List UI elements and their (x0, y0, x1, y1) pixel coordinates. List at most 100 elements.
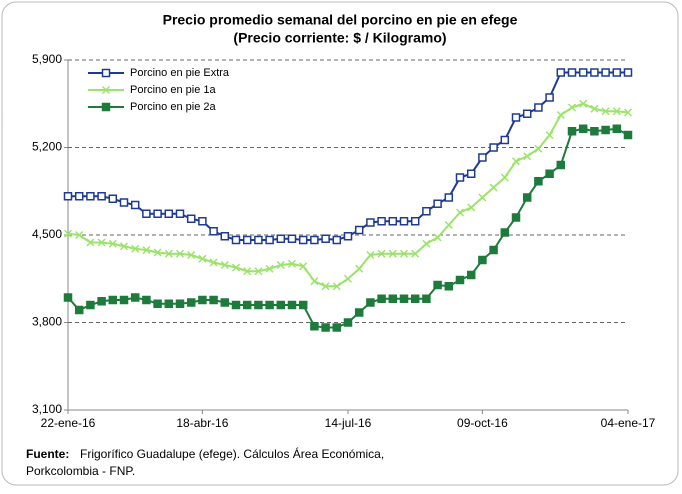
marker (511, 157, 521, 166)
marker (366, 250, 375, 260)
marker (220, 298, 230, 307)
marker (97, 297, 106, 306)
source-label: Fuente: (26, 447, 69, 461)
marker (366, 298, 375, 307)
marker (265, 264, 274, 273)
marker (444, 193, 454, 202)
marker (63, 229, 73, 238)
marker (231, 300, 241, 310)
marker (388, 217, 398, 226)
marker (399, 249, 409, 258)
marker (299, 262, 308, 271)
marker (399, 217, 409, 226)
marker (153, 248, 162, 257)
marker (175, 299, 185, 308)
marker (97, 192, 106, 201)
marker (108, 239, 117, 248)
marker (534, 103, 543, 112)
marker (534, 177, 543, 186)
marker (478, 255, 487, 265)
marker (63, 192, 73, 201)
marker (343, 232, 353, 241)
marker (579, 99, 588, 108)
marker (265, 235, 274, 245)
marker (187, 250, 196, 260)
marker (97, 238, 106, 247)
marker (354, 308, 364, 317)
x-tick-label: 22-ene-16 (41, 416, 96, 430)
marker (623, 68, 633, 77)
marker (567, 68, 577, 77)
marker (142, 209, 151, 218)
marker (86, 192, 95, 201)
marker (489, 245, 498, 255)
marker (422, 294, 431, 303)
marker (410, 217, 420, 226)
marker (545, 169, 554, 178)
marker (556, 110, 565, 120)
marker (276, 234, 286, 243)
marker (422, 239, 431, 248)
marker (366, 218, 375, 227)
marker (522, 109, 532, 118)
y-tick-label: 5,900 (32, 52, 62, 66)
source-text: Porkcolombia - FNP. (26, 464, 135, 478)
marker (466, 169, 476, 178)
marker (489, 183, 498, 192)
marker (321, 323, 330, 332)
marker (556, 68, 566, 77)
marker (63, 293, 73, 302)
marker (590, 104, 599, 113)
marker (567, 127, 577, 136)
marker (478, 153, 487, 162)
marker (590, 127, 599, 136)
marker (198, 295, 207, 305)
marker (321, 234, 330, 243)
y-tick-label: 3,100 (32, 402, 62, 416)
marker (175, 249, 185, 258)
marker (164, 209, 174, 218)
marker (522, 193, 532, 202)
marker (511, 113, 521, 122)
marker (433, 233, 442, 242)
marker (612, 124, 622, 133)
marker (86, 238, 95, 247)
marker (523, 152, 532, 161)
marker (164, 299, 174, 308)
marker (231, 235, 241, 245)
marker (500, 228, 510, 237)
marker (242, 235, 252, 245)
marker (75, 230, 84, 240)
marker (298, 235, 308, 245)
marker (220, 260, 229, 270)
marker (287, 300, 297, 310)
marker (198, 254, 207, 263)
marker (209, 227, 218, 236)
marker (74, 305, 84, 315)
marker (343, 318, 353, 327)
marker (467, 203, 476, 212)
legend-marker (101, 102, 111, 112)
marker (287, 234, 297, 243)
x-tick-label: 09-oct-16 (457, 416, 508, 430)
marker (254, 267, 263, 276)
marker (153, 299, 162, 308)
marker (153, 209, 162, 218)
marker (556, 160, 566, 170)
marker (433, 280, 442, 290)
marker (578, 124, 588, 133)
marker (108, 194, 118, 203)
marker (198, 217, 207, 226)
marker (455, 275, 465, 285)
marker (131, 244, 140, 253)
marker (243, 267, 252, 276)
x-tick-label: 04-ene-17 (601, 416, 656, 430)
marker (601, 68, 610, 77)
marker (545, 93, 554, 102)
marker (310, 277, 319, 286)
marker (455, 173, 465, 182)
marker (377, 294, 386, 303)
marker (388, 294, 398, 303)
y-tick-label: 3,800 (32, 315, 62, 329)
